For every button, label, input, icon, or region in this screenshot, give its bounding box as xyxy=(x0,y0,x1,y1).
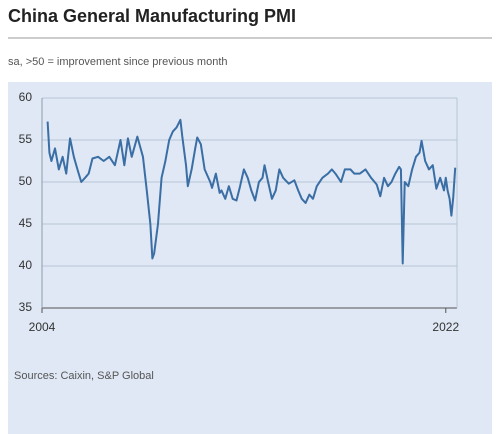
x-tick-label: 2004 xyxy=(29,320,56,334)
chart-panel xyxy=(8,82,492,434)
chart-title: China General Manufacturing PMI xyxy=(8,6,296,26)
source: Sources: Caixin, S&P Global xyxy=(14,370,154,382)
y-tick-label: 55 xyxy=(19,132,33,146)
y-tick-label: 45 xyxy=(19,216,33,230)
y-tick-label: 35 xyxy=(19,300,33,314)
y-tick-label: 50 xyxy=(19,174,33,188)
series-line xyxy=(46,118,457,265)
x-tick-label: 2022 xyxy=(432,320,459,334)
subtitle: sa, >50 = improvement since previous mon… xyxy=(8,56,228,68)
y-tick-label: 60 xyxy=(19,90,33,104)
y-tick-label: 40 xyxy=(19,258,33,272)
